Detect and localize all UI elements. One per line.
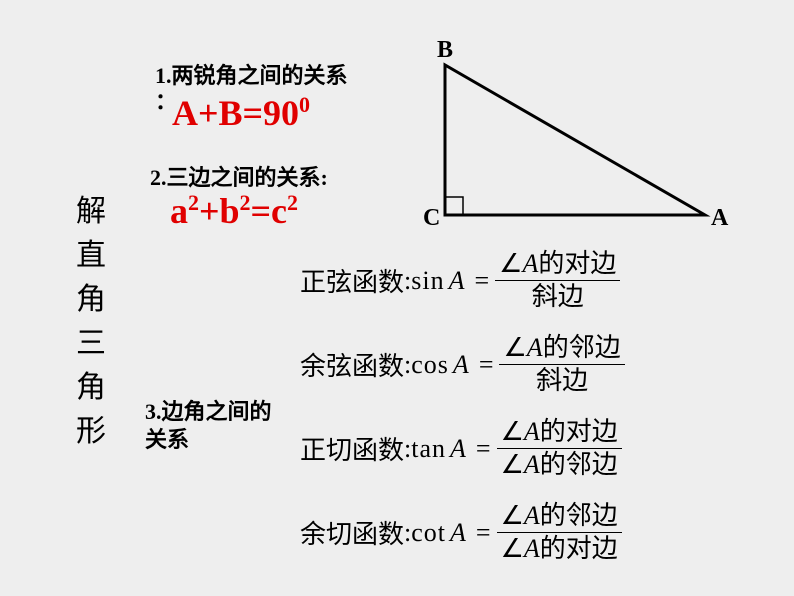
vertical-title: 解直角三角形 bbox=[75, 190, 107, 454]
frac-tan: ∠A的对边 ∠A的邻边 bbox=[497, 416, 622, 481]
pyth-plus-b: +b bbox=[199, 191, 240, 231]
num-sin: ∠A的对边 bbox=[495, 248, 620, 280]
label-tan: 正切函数 bbox=[300, 430, 404, 467]
den-tan: ∠A的邻边 bbox=[497, 449, 622, 481]
fn-tan: tan bbox=[411, 434, 446, 464]
num-tan: ∠A的对边 bbox=[497, 416, 622, 448]
var-A-sin: A bbox=[445, 266, 469, 296]
label-C: C bbox=[423, 205, 440, 232]
formula1-text: A+B=90 bbox=[172, 93, 299, 133]
colon-cos: : bbox=[404, 350, 411, 380]
section3-heading: 3.边角之间的关系 bbox=[145, 398, 285, 454]
colon-sin: : bbox=[404, 266, 411, 296]
fn-cot: cot bbox=[411, 518, 446, 548]
var-A-cot: A bbox=[446, 518, 470, 548]
den-cos: 斜边 bbox=[532, 365, 592, 397]
formula-pythagoras: a2+b2=c2 bbox=[170, 190, 298, 232]
eq-cot: = bbox=[470, 518, 497, 548]
label-A: A bbox=[711, 205, 728, 232]
eq-sin: = bbox=[468, 266, 495, 296]
row-cos: 余弦函数: cos A = ∠A的邻边 斜边 bbox=[300, 332, 625, 397]
num-cot: ∠A的邻边 bbox=[497, 500, 622, 532]
row-tan: 正切函数: tan A = ∠A的对边 ∠A的邻边 bbox=[300, 416, 622, 481]
var-A-tan: A bbox=[446, 434, 470, 464]
frac-sin: ∠A的对边 斜边 bbox=[495, 248, 620, 313]
num-cos: ∠A的邻边 bbox=[499, 332, 624, 364]
label-B: B bbox=[437, 37, 453, 64]
fn-cos: cos bbox=[411, 350, 449, 380]
formula-angle-sum: A+B=900 bbox=[172, 92, 310, 134]
eq-tan: = bbox=[470, 434, 497, 464]
label-sin: 正弦函数 bbox=[300, 262, 404, 299]
var-A-cos: A bbox=[449, 350, 473, 380]
den-cot: ∠A的对边 bbox=[497, 533, 622, 565]
formula1-sup: 0 bbox=[299, 92, 310, 117]
fn-sin: sin bbox=[411, 266, 444, 296]
den-sin: 斜边 bbox=[528, 281, 588, 313]
colon-tan: : bbox=[404, 434, 411, 464]
triangle-diagram bbox=[405, 55, 725, 235]
pyth-a: a bbox=[170, 191, 188, 231]
eq-cos: = bbox=[473, 350, 500, 380]
frac-cot: ∠A的邻边 ∠A的对边 bbox=[497, 500, 622, 565]
row-cot: 余切函数: cot A = ∠A的邻边 ∠A的对边 bbox=[300, 500, 622, 565]
pyth-b2: 2 bbox=[240, 190, 251, 215]
label-cot: 余切函数 bbox=[300, 514, 404, 551]
pyth-c2: 2 bbox=[287, 190, 298, 215]
frac-cos: ∠A的邻边 斜边 bbox=[499, 332, 624, 397]
section1-heading: 1.两锐角之间的关系 bbox=[155, 58, 348, 90]
pyth-eq-c: =c bbox=[251, 191, 288, 231]
section2-heading: 2.三边之间的关系: bbox=[150, 160, 328, 192]
row-sin: 正弦函数: sin A = ∠A的对边 斜边 bbox=[300, 248, 620, 313]
pyth-a2: 2 bbox=[188, 190, 199, 215]
label-cos: 余弦函数 bbox=[300, 346, 404, 383]
colon-cot: : bbox=[404, 518, 411, 548]
